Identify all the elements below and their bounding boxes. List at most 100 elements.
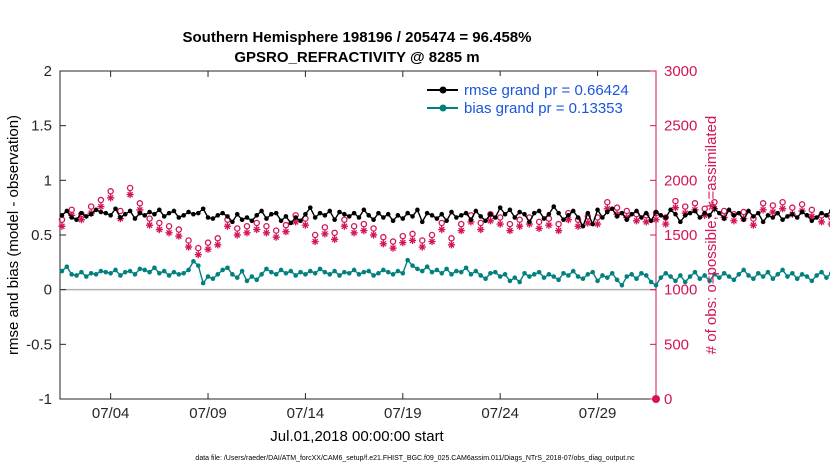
possible-obs-point	[107, 188, 114, 195]
possible-obs-point	[321, 224, 329, 231]
bias-point	[186, 267, 191, 273]
legend-rmse-marker	[439, 86, 447, 94]
assimilated-obs-point	[321, 230, 329, 238]
rmse-point	[108, 213, 113, 218]
rmse-point	[254, 213, 260, 218]
assimilated-obs-point	[769, 208, 777, 216]
rmse-point	[395, 213, 401, 218]
bias-point	[191, 258, 196, 264]
possible-obs-point	[409, 230, 416, 238]
bias-point	[678, 273, 683, 278]
rmse-point	[468, 217, 474, 222]
bias-point	[293, 273, 298, 278]
bias-point	[127, 268, 133, 274]
assimilated-obs-point	[779, 205, 787, 213]
bias-point	[132, 272, 138, 277]
rmse-point	[166, 210, 172, 216]
bias-point	[522, 270, 527, 276]
rmse-point	[721, 216, 727, 221]
possible-obs-point	[477, 219, 484, 227]
assimilated-obs-point	[730, 217, 738, 225]
assimilated-obs-point	[282, 228, 290, 236]
bias-point	[707, 278, 712, 284]
possible-obs-point	[165, 223, 173, 230]
bias-point	[483, 276, 488, 282]
rmse-point	[303, 211, 308, 217]
rmse-point	[400, 216, 406, 221]
bias-point	[230, 272, 235, 277]
rmse-point	[118, 215, 123, 220]
rmse-point	[454, 215, 459, 220]
rmse-point	[225, 214, 230, 219]
bias-point	[351, 267, 357, 273]
bias-point	[249, 274, 255, 279]
bias-point	[614, 277, 620, 283]
rmse-point	[132, 216, 138, 221]
bias-point	[746, 273, 751, 278]
bias-point	[225, 265, 230, 271]
bias-point	[303, 272, 308, 277]
assimilated-obs-point	[593, 220, 602, 228]
assimilated-obs-point	[126, 190, 134, 199]
bias-point	[463, 265, 469, 271]
rmse-point	[741, 217, 746, 222]
x-tick-label: 07/14	[287, 405, 325, 422]
rmse-point	[195, 210, 201, 216]
possible-obs-point	[204, 239, 212, 246]
bias-point	[390, 272, 396, 277]
rmse-point	[570, 208, 576, 214]
rmse-point	[322, 213, 328, 218]
assimilated-obs-point	[243, 229, 251, 237]
rmse-point	[307, 205, 313, 210]
bias-point	[69, 272, 74, 277]
rmse-point	[293, 215, 298, 220]
bias-point	[770, 276, 776, 282]
y-right-tick-label: 3000	[664, 63, 697, 80]
rmse-point	[595, 207, 600, 213]
rmse-point	[566, 213, 571, 218]
y-right-tick-label: 2500	[664, 118, 697, 135]
assimilated-obs-point	[340, 222, 348, 230]
bias-point	[541, 275, 547, 280]
rmse-point	[234, 211, 240, 217]
rmse-point	[161, 214, 167, 219]
bias-point	[395, 268, 401, 274]
bias-point	[98, 268, 104, 274]
bias-point	[546, 272, 552, 277]
bias-point	[283, 270, 289, 276]
bias-point	[118, 273, 123, 278]
y-left-axis-ticks: -1 -0.5 0 0.5 1 1.5 2	[26, 63, 66, 408]
bias-point	[809, 278, 815, 284]
bias-point	[585, 272, 591, 277]
bias-point	[273, 272, 279, 277]
bias-point	[600, 273, 605, 278]
possible-obs-point	[380, 233, 387, 241]
rmse-point	[522, 211, 527, 217]
bias-point	[605, 275, 610, 280]
bias-point	[473, 268, 479, 274]
bias-point	[575, 274, 581, 279]
assimilated-obs-point	[360, 227, 368, 235]
rmse-point	[609, 206, 615, 212]
bias-point	[381, 267, 386, 273]
rmse-point	[215, 213, 221, 218]
y-left-tick-label: -1	[39, 391, 52, 408]
rmse-point	[69, 215, 74, 220]
bias-point	[307, 268, 313, 274]
bias-point	[712, 272, 717, 277]
rmse-series	[59, 204, 830, 229]
rmse-point	[541, 216, 547, 221]
possible-obs-point	[448, 235, 455, 242]
legend-bias-label: bias grand pr = 0.13353	[464, 100, 623, 117]
rmse-point	[273, 210, 279, 216]
assimilated-obs-point	[311, 237, 319, 246]
rmse-point	[429, 213, 435, 218]
rmse-point	[629, 211, 634, 217]
rmse-point	[585, 210, 591, 216]
bias-point	[590, 269, 595, 275]
assimilated-obs-point	[447, 241, 456, 249]
bias-point	[376, 270, 381, 276]
bias-point	[595, 278, 600, 284]
rmse-point	[634, 208, 639, 214]
assimilated-obs-point	[165, 229, 173, 237]
